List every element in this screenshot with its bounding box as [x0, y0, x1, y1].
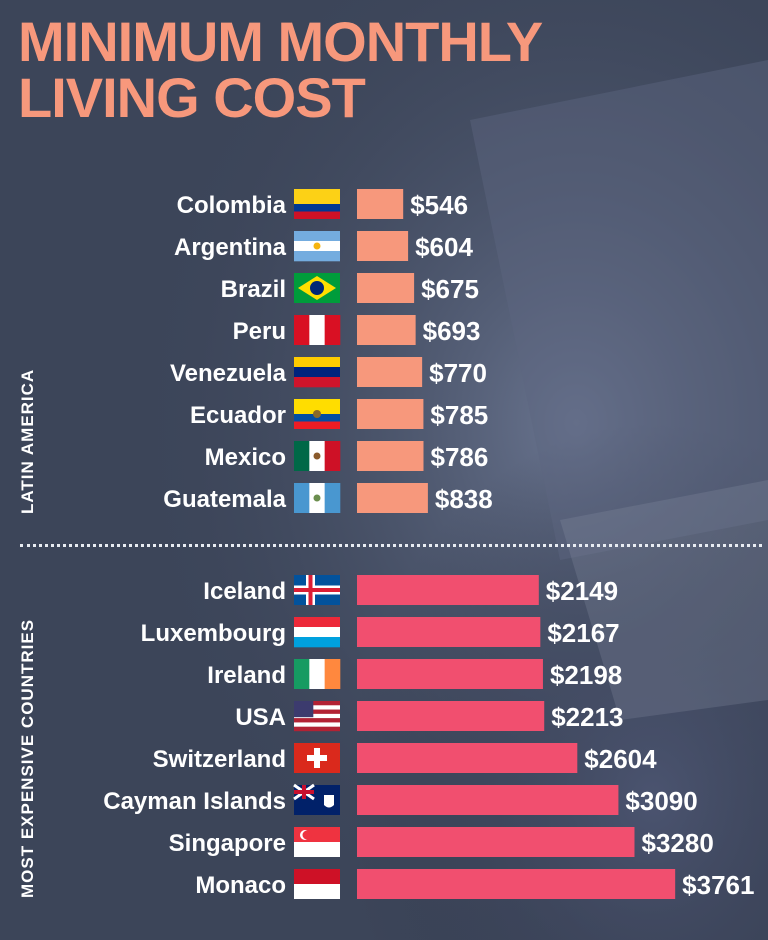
country-label: Monaco	[195, 872, 286, 899]
bar	[357, 617, 541, 647]
value-label: $785	[430, 400, 488, 430]
cayman-islands-flag	[293, 783, 340, 815]
bar-row: Guatemala $838	[163, 483, 493, 514]
bar	[357, 273, 415, 303]
monaco-flag	[294, 869, 340, 899]
bar	[357, 483, 428, 513]
iceland-flag	[294, 575, 340, 605]
bar-row: USA $2213	[235, 701, 624, 732]
argentina-flag	[294, 231, 340, 262]
bar-row: Peru $693	[233, 315, 481, 346]
value-label: $3280	[641, 828, 713, 858]
bar	[357, 189, 404, 219]
bar	[357, 701, 545, 731]
country-label: Brazil	[221, 276, 286, 303]
peru-flag	[294, 315, 341, 345]
value-label: $3761	[682, 870, 754, 900]
bar	[357, 785, 619, 815]
country-label: Argentina	[174, 234, 287, 261]
mexico-flag	[294, 441, 341, 471]
country-label: Ecuador	[190, 402, 286, 429]
usa-flag	[294, 701, 340, 732]
venezuela-flag	[294, 357, 340, 388]
country-label: Ireland	[207, 662, 286, 689]
bar-row: Iceland $2149	[203, 575, 618, 606]
bar	[357, 869, 676, 899]
value-label: $675	[421, 274, 479, 304]
value-label: $786	[430, 442, 488, 472]
country-label: Luxembourg	[141, 620, 286, 647]
value-label: $693	[423, 316, 481, 346]
country-label: Switzerland	[153, 746, 286, 773]
ireland-flag	[294, 659, 341, 689]
colombia-flag	[294, 189, 340, 219]
bar-row: Argentina $604	[174, 231, 473, 262]
switzerland-flag	[294, 743, 340, 773]
bar	[357, 231, 409, 261]
bar-row: Colombia $546	[177, 189, 468, 220]
value-label: $838	[435, 484, 493, 514]
page-title: MINIMUM MONTHLY LIVING COST	[18, 10, 543, 129]
bar	[357, 315, 416, 345]
most-expensive-bars: Iceland $2149 Luxembourg $2167 Ireland $2198 U…	[103, 575, 754, 900]
country-label: USA	[235, 704, 286, 731]
country-label: Singapore	[169, 830, 286, 857]
bar-row: Ecuador $785	[190, 399, 488, 430]
country-label: Mexico	[205, 444, 286, 471]
country-label: Venezuela	[170, 360, 287, 387]
bar	[357, 659, 543, 689]
guatemala-flag	[294, 483, 341, 513]
bar	[357, 827, 635, 857]
value-label: $2167	[547, 618, 619, 648]
bar-row: Singapore $3280	[169, 827, 714, 858]
bar	[357, 743, 578, 773]
country-label: Colombia	[177, 192, 287, 219]
bar-row: Switzerland $2604	[153, 743, 657, 774]
bar	[357, 399, 424, 429]
value-label: $770	[429, 358, 487, 388]
value-label: $2149	[546, 576, 618, 606]
bar-row: Venezuela $770	[170, 357, 487, 388]
singapore-flag	[294, 827, 340, 857]
bar-row: Mexico $786	[205, 441, 488, 472]
bar	[357, 575, 539, 605]
value-label: $546	[410, 190, 468, 220]
value-label: $604	[415, 232, 473, 262]
bar-row: Brazil $675	[221, 273, 479, 304]
value-label: $2198	[550, 660, 622, 690]
brazil-flag	[294, 273, 340, 303]
bar	[357, 441, 424, 471]
bar-row: Monaco $3761	[195, 869, 754, 900]
section-divider	[20, 544, 762, 547]
latin-america-bars: Colombia $546 Argentina $604 Brazil $675 Peru $…	[163, 189, 493, 514]
ecuador-flag	[294, 399, 340, 429]
country-label: Cayman Islands	[103, 788, 286, 815]
bar	[357, 357, 423, 387]
country-label: Peru	[233, 318, 286, 345]
bar-row: Cayman Islands $3090	[103, 785, 698, 816]
value-label: $2213	[551, 702, 623, 732]
luxembourg-flag	[294, 617, 340, 648]
country-label: Iceland	[203, 578, 286, 605]
bar-row: Luxembourg $2167	[141, 617, 620, 648]
value-label: $2604	[584, 744, 657, 774]
value-label: $3090	[625, 786, 697, 816]
bar-row: Ireland $2198	[207, 659, 622, 690]
country-label: Guatemala	[163, 486, 286, 513]
